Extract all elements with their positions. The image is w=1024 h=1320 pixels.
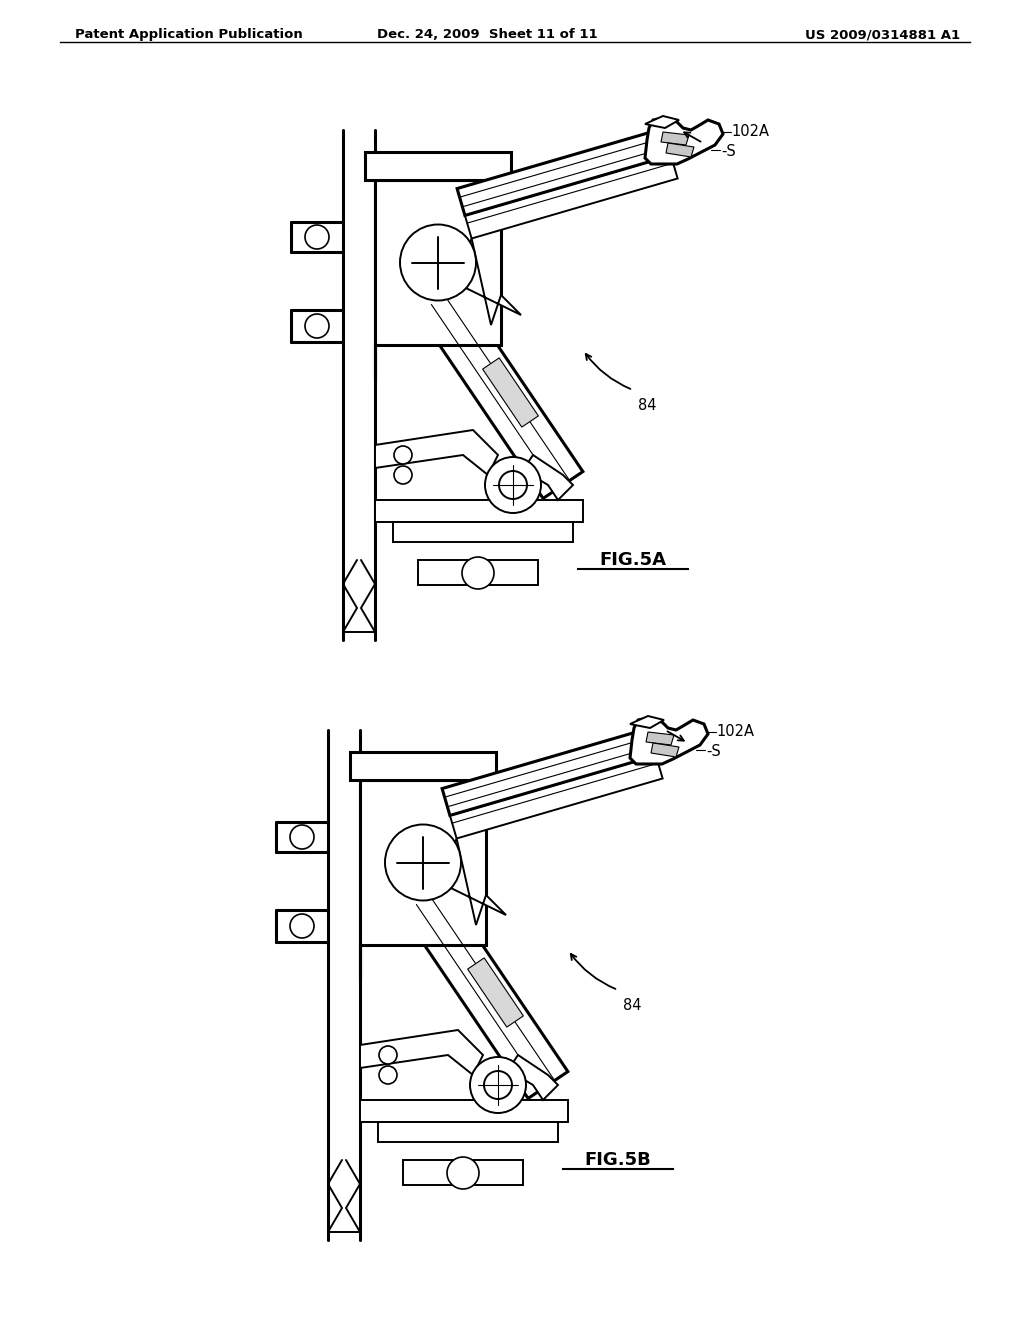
Text: Patent Application Publication: Patent Application Publication xyxy=(75,28,303,41)
Polygon shape xyxy=(523,455,573,500)
Polygon shape xyxy=(457,128,671,215)
Polygon shape xyxy=(508,1055,558,1100)
Polygon shape xyxy=(375,500,583,521)
Polygon shape xyxy=(418,560,538,585)
Circle shape xyxy=(394,446,412,465)
Polygon shape xyxy=(360,1100,568,1122)
Circle shape xyxy=(447,1158,479,1189)
Text: FIG.5B: FIG.5B xyxy=(585,1151,651,1170)
Polygon shape xyxy=(666,143,694,157)
Polygon shape xyxy=(375,180,501,345)
Polygon shape xyxy=(403,887,568,1098)
Polygon shape xyxy=(630,718,708,764)
Polygon shape xyxy=(465,156,678,239)
Polygon shape xyxy=(651,743,679,756)
Circle shape xyxy=(484,1071,512,1100)
Circle shape xyxy=(379,1045,397,1064)
Polygon shape xyxy=(442,729,656,816)
Polygon shape xyxy=(393,521,573,543)
Circle shape xyxy=(400,224,476,301)
Circle shape xyxy=(290,913,314,939)
Circle shape xyxy=(305,224,329,249)
Circle shape xyxy=(394,466,412,484)
Polygon shape xyxy=(378,1122,558,1142)
Polygon shape xyxy=(350,752,496,780)
Circle shape xyxy=(485,457,541,513)
Polygon shape xyxy=(662,132,689,145)
Circle shape xyxy=(462,557,494,589)
Text: 102A: 102A xyxy=(716,725,754,739)
Polygon shape xyxy=(450,755,663,838)
Polygon shape xyxy=(375,430,498,475)
Polygon shape xyxy=(452,239,521,325)
Polygon shape xyxy=(436,838,506,925)
Polygon shape xyxy=(482,358,539,428)
Polygon shape xyxy=(403,1160,523,1185)
Circle shape xyxy=(499,471,527,499)
Polygon shape xyxy=(645,117,723,164)
Text: Dec. 24, 2009  Sheet 11 of 11: Dec. 24, 2009 Sheet 11 of 11 xyxy=(377,28,597,41)
Text: FIG.5A: FIG.5A xyxy=(599,550,667,569)
Polygon shape xyxy=(468,958,523,1027)
Text: -S: -S xyxy=(721,144,736,160)
Text: 84: 84 xyxy=(638,397,656,412)
Text: 102A: 102A xyxy=(731,124,769,140)
Polygon shape xyxy=(360,780,486,945)
Text: US 2009/0314881 A1: US 2009/0314881 A1 xyxy=(805,28,961,41)
Circle shape xyxy=(385,825,461,900)
Circle shape xyxy=(290,825,314,849)
Circle shape xyxy=(305,314,329,338)
Circle shape xyxy=(470,1057,526,1113)
Polygon shape xyxy=(365,152,511,180)
Polygon shape xyxy=(630,715,664,729)
Text: 84: 84 xyxy=(623,998,641,1012)
Polygon shape xyxy=(645,116,679,128)
Polygon shape xyxy=(360,1030,483,1074)
Polygon shape xyxy=(418,286,583,499)
Polygon shape xyxy=(646,733,674,744)
Text: -S: -S xyxy=(706,744,721,759)
Circle shape xyxy=(379,1067,397,1084)
